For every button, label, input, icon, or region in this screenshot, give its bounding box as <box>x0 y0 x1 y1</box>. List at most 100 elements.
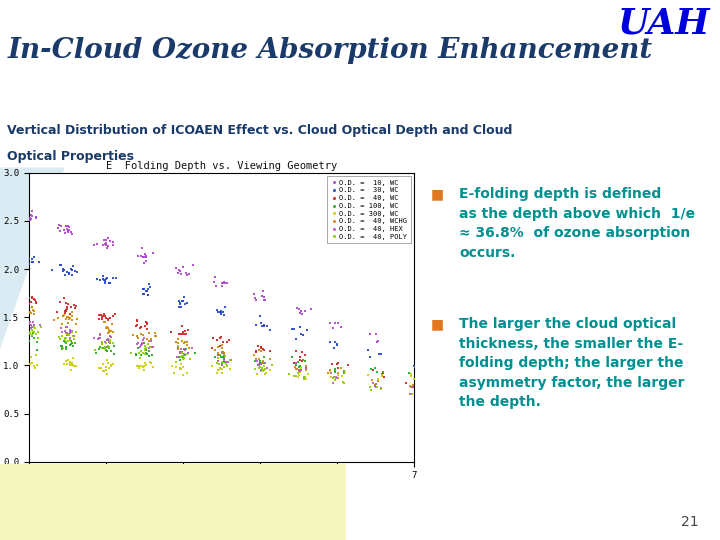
Point <box>224 365 235 374</box>
Point <box>20 327 32 336</box>
Point <box>135 251 146 260</box>
Point <box>255 318 266 327</box>
Point <box>55 323 67 332</box>
Point <box>65 360 76 368</box>
Point <box>300 307 311 315</box>
Point <box>293 305 305 313</box>
Point <box>335 323 346 332</box>
Point <box>222 358 234 367</box>
Point <box>337 377 348 386</box>
Text: Vertical Distribution of ICOAEN Effect vs. Cloud Optical Depth and Cloud: Vertical Distribution of ICOAEN Effect v… <box>7 124 513 137</box>
Point <box>103 278 114 287</box>
Point <box>225 355 236 364</box>
Point <box>27 327 39 336</box>
Point <box>296 306 307 315</box>
Point <box>104 339 116 348</box>
Point <box>60 306 72 315</box>
Point <box>326 360 338 368</box>
Point <box>286 353 297 361</box>
Point <box>22 339 33 348</box>
Point <box>19 359 31 368</box>
Point <box>105 361 117 369</box>
Point <box>217 278 228 287</box>
Point <box>26 332 37 341</box>
Point <box>103 279 114 287</box>
Point <box>289 363 300 372</box>
Point <box>32 328 44 336</box>
Point <box>19 321 31 330</box>
Point <box>91 335 103 343</box>
Point <box>98 367 109 375</box>
Point <box>338 368 349 377</box>
Point <box>22 336 33 345</box>
Point <box>259 370 271 379</box>
Point <box>60 229 71 238</box>
Point <box>372 377 384 386</box>
Point <box>125 349 137 357</box>
Point <box>377 369 389 377</box>
Point <box>16 306 27 314</box>
Point <box>140 346 151 355</box>
Point <box>138 252 149 261</box>
Point <box>62 337 73 346</box>
Point <box>127 331 138 340</box>
Point <box>101 347 112 356</box>
Point <box>20 357 32 366</box>
Point <box>220 278 231 287</box>
Point <box>100 343 112 352</box>
Point <box>100 235 112 244</box>
Point <box>254 359 266 368</box>
Point <box>65 228 76 237</box>
Point <box>60 307 72 316</box>
Point <box>220 360 232 368</box>
Point <box>148 248 159 257</box>
Point <box>20 353 32 361</box>
Point <box>294 366 305 374</box>
Point <box>215 307 226 316</box>
Point <box>329 367 341 375</box>
Point <box>408 375 420 383</box>
Point <box>66 328 77 336</box>
Point <box>138 285 149 294</box>
Point <box>48 316 60 325</box>
Point <box>130 321 142 330</box>
Point <box>132 343 144 352</box>
Point <box>261 321 272 330</box>
Point <box>149 328 161 337</box>
Point <box>66 315 77 324</box>
Point <box>24 359 35 368</box>
Point <box>292 373 304 381</box>
Point <box>255 367 266 375</box>
Point <box>363 345 374 354</box>
Point <box>215 364 226 373</box>
Point <box>22 212 33 220</box>
Point <box>295 364 307 373</box>
Point <box>59 338 71 346</box>
Point <box>137 349 148 357</box>
Point <box>107 360 119 368</box>
Point <box>175 353 186 362</box>
Point <box>215 307 227 315</box>
Point <box>218 358 230 367</box>
Point <box>189 348 200 357</box>
Point <box>97 360 109 368</box>
Point <box>100 314 112 322</box>
Point <box>13 321 24 329</box>
Point <box>248 290 260 299</box>
Point <box>93 334 104 342</box>
Point <box>60 322 72 331</box>
Point <box>183 349 194 357</box>
Point <box>25 321 37 329</box>
Point <box>147 343 158 352</box>
Point <box>328 324 339 333</box>
Point <box>96 313 107 321</box>
Point <box>94 343 106 352</box>
Point <box>173 342 184 351</box>
Point <box>296 357 307 366</box>
Point <box>19 248 31 256</box>
Point <box>265 346 276 355</box>
Point <box>58 265 69 274</box>
Point <box>294 362 305 371</box>
Point <box>24 307 36 316</box>
Point <box>175 365 186 374</box>
